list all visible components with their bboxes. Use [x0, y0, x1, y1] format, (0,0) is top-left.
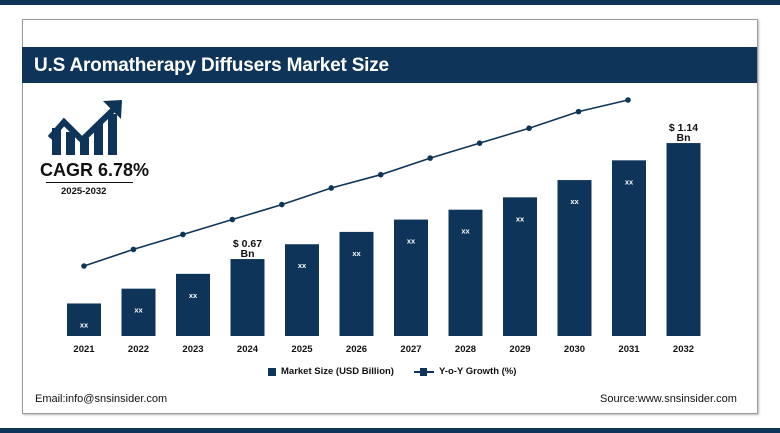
- yoy-point-2028: [427, 155, 433, 161]
- bar-data-label: xx: [80, 320, 89, 329]
- top-bar: [0, 0, 780, 5]
- footer-source[interactable]: Source:www.snsinsider.com: [600, 393, 737, 405]
- x-tick-label: 2030: [564, 344, 585, 355]
- cagr-period: 2025-2032: [61, 186, 107, 197]
- yoy-point-2025: [279, 201, 285, 208]
- yoy-point-2032: [625, 97, 631, 103]
- x-tick-label: 2026: [346, 344, 367, 355]
- chart-card: [22, 19, 758, 414]
- bar-2026: [339, 231, 374, 336]
- yoy-growth-line: [83, 99, 629, 267]
- bar-2025: [285, 244, 319, 336]
- legend-item-market-size: Market Size (USD Billion): [268, 366, 394, 377]
- growth-chart-arrow-icon: [47, 100, 122, 155]
- yoy-point-2031: [575, 108, 582, 115]
- bar-data-label: xx: [570, 197, 579, 206]
- cagr-value: CAGR 6.78%: [40, 160, 150, 180]
- x-tick-label: 2021: [73, 344, 95, 355]
- bottom-bar: [0, 428, 780, 433]
- bar-2028: [448, 209, 483, 336]
- bar-data-label: $ 1.14: [669, 122, 698, 134]
- bar-data-label: xx: [407, 237, 416, 246]
- x-tick-label: 2029: [509, 344, 530, 355]
- x-tick-label: 2024: [237, 344, 259, 355]
- bar-data-label-unit: Bn: [677, 132, 691, 144]
- legend-item-yoy: Y-o-Y Growth (%): [414, 366, 516, 377]
- title-bar: [22, 47, 757, 83]
- bar-data-label: xx: [352, 249, 361, 258]
- bar-data-label: xx: [134, 306, 143, 315]
- bar-data-label: $ 0.67: [233, 238, 262, 250]
- yoy-point-2026: [328, 185, 335, 191]
- bar-2029: [503, 197, 537, 336]
- cagr-divider: [46, 182, 133, 183]
- chart-title: U.S Aromatherapy Diffusers Market Size: [34, 55, 389, 76]
- bar-2031: [612, 160, 646, 336]
- bar-data-label: xx: [461, 227, 470, 236]
- x-tick-label: 2022: [128, 344, 149, 355]
- x-tick-label: 2031: [618, 344, 640, 355]
- yoy-point-2030: [526, 125, 532, 132]
- x-tick-label: 2023: [182, 344, 203, 355]
- bar-data-label: xx: [625, 177, 634, 186]
- bar-2027: [394, 219, 428, 336]
- yoy-point-2021: [81, 263, 87, 269]
- bar-2023: [176, 273, 210, 336]
- bar-data-label: xx: [516, 214, 525, 223]
- yoy-point-2022: [130, 246, 137, 253]
- legend-label-market-size: Market Size (USD Billion): [281, 366, 394, 377]
- yoy-point-2023: [180, 231, 186, 238]
- bar-2030: [557, 180, 592, 336]
- x-tick-label: 2028: [455, 344, 476, 355]
- x-tick-label: 2027: [400, 344, 421, 355]
- legend-line-marker-icon: [414, 367, 434, 376]
- bar-2022: [121, 288, 156, 336]
- bar-2021: [67, 303, 101, 336]
- bar-data-label-unit: Bn: [241, 248, 255, 260]
- yoy-point-2027: [377, 171, 384, 178]
- x-tick-label: 2032: [673, 344, 694, 355]
- yoy-point-2024: [229, 216, 236, 223]
- footer-email[interactable]: Email:info@snsinsider.com: [35, 393, 168, 405]
- bar-2024: [230, 259, 265, 336]
- bar-data-label: xx: [189, 291, 198, 300]
- bar-2032: [666, 143, 701, 336]
- x-tick-label: 2025: [291, 344, 313, 355]
- legend-label-yoy: Y-o-Y Growth (%): [439, 366, 517, 377]
- legend-square-icon: [268, 367, 276, 376]
- yoy-point-2029: [476, 140, 483, 146]
- bar-data-label: xx: [298, 261, 307, 270]
